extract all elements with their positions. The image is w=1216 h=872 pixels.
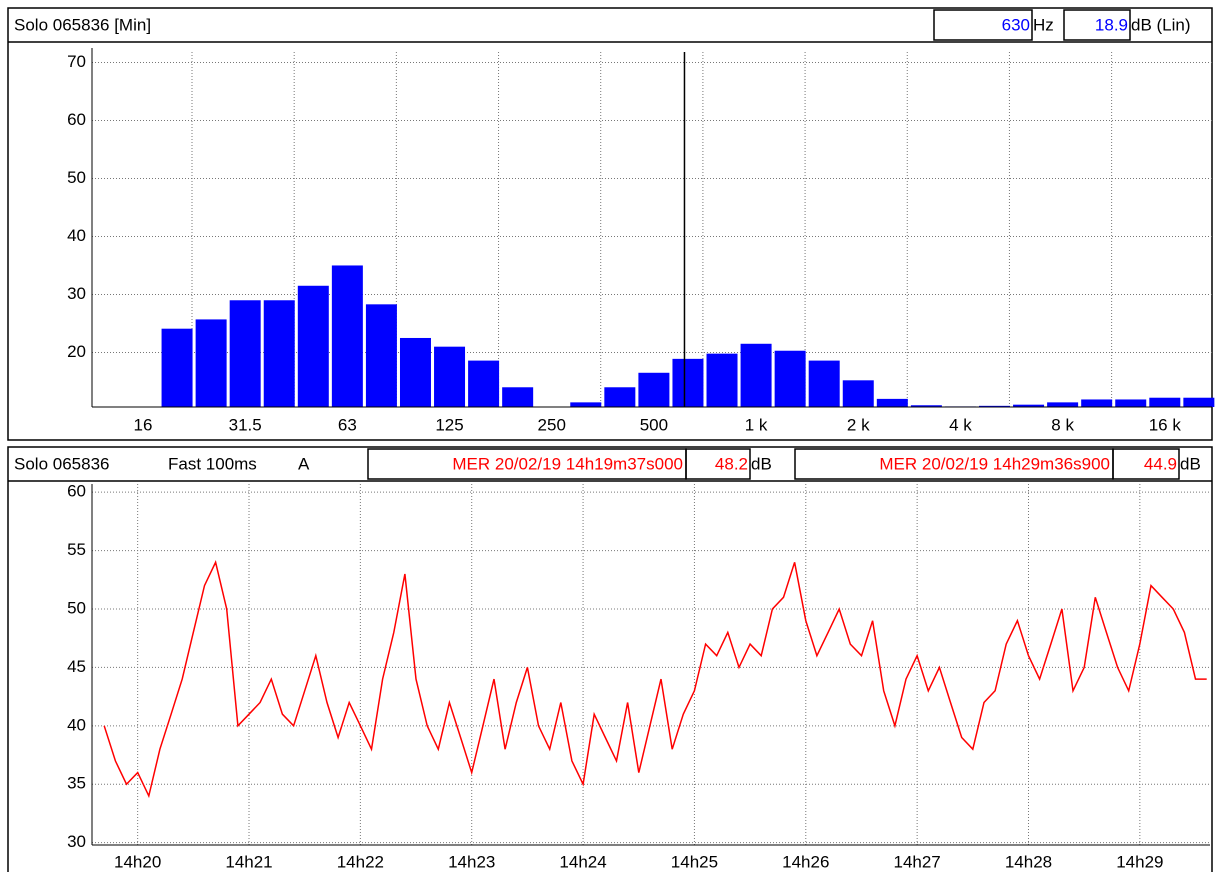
y-tick-label: 45: [67, 657, 86, 676]
y-tick-label: 70: [67, 52, 86, 71]
end-time: MER 20/02/19 14h29m36s900: [879, 454, 1110, 473]
y-tick-label: 40: [67, 715, 86, 734]
x-tick-label: 14h28: [1005, 852, 1052, 871]
x-tick-label: 16 k: [1149, 415, 1182, 434]
bar: [1183, 397, 1215, 407]
level-line: [103, 560, 1207, 799]
unit: dB (Lin): [1131, 15, 1191, 34]
panel-title: Solo 065836: [14, 454, 109, 473]
bar: [1115, 399, 1147, 407]
bar: [706, 353, 738, 407]
time-panel: [7, 446, 1213, 872]
bar: [331, 265, 363, 407]
bar: [195, 319, 227, 407]
x-tick-label: 1 k: [745, 415, 768, 434]
bar: [876, 398, 908, 407]
x-tick-label: 4 k: [949, 415, 972, 434]
bar: [297, 285, 329, 407]
x-tick-label: 14h26: [782, 852, 829, 871]
bar: [502, 387, 534, 407]
x-tick-label: 14h29: [1116, 852, 1163, 871]
detector: Fast 100ms: [168, 454, 257, 473]
bar: [1047, 402, 1079, 407]
x-tick-label: 16: [134, 415, 153, 434]
value-box: [685, 448, 751, 480]
x-tick-label: 250: [538, 415, 566, 434]
y-tick-label: 40: [67, 226, 86, 245]
unit: Hz: [1033, 15, 1054, 34]
weighting: A: [298, 454, 310, 473]
bar: [1013, 404, 1045, 407]
bar: [229, 300, 261, 407]
bar: [399, 337, 431, 407]
y-tick-label: 50: [67, 598, 86, 617]
bar: [1149, 397, 1181, 407]
bar: [161, 328, 193, 407]
y-tick-label: 30: [67, 832, 86, 851]
value-box: [1063, 9, 1131, 41]
start-time: MER 20/02/19 14h19m37s000: [452, 454, 683, 473]
y-tick-label: 60: [67, 110, 86, 129]
bar: [979, 405, 1010, 407]
bar: [570, 402, 602, 407]
start-level: 48.2: [715, 454, 748, 473]
bar: [638, 372, 670, 407]
y-tick-label: 55: [67, 540, 86, 559]
cursor-frequency: 630: [1002, 15, 1030, 34]
y-tick-label: 60: [67, 482, 86, 501]
bar: [263, 300, 295, 407]
bar: [774, 350, 806, 407]
bar: [672, 358, 704, 407]
x-tick-label: 125: [435, 415, 463, 434]
x-tick-label: 63: [338, 415, 357, 434]
y-tick-label: 30: [67, 284, 86, 303]
bar: [1081, 399, 1113, 407]
bar: [808, 360, 840, 407]
unit: dB: [1180, 454, 1201, 473]
cursor-level: 18.9: [1095, 15, 1128, 34]
x-tick-label: 8 k: [1051, 415, 1074, 434]
bar: [365, 304, 397, 407]
x-tick-label: 14h25: [671, 852, 718, 871]
bar: [842, 380, 874, 407]
bar: [604, 387, 636, 407]
value-box: [1112, 448, 1180, 480]
x-tick-label: 14h20: [114, 852, 161, 871]
bar: [434, 346, 466, 407]
spectrum-panel: [7, 7, 1213, 441]
bar: [910, 405, 942, 407]
x-tick-label: 14h22: [337, 852, 384, 871]
x-tick-label: 14h21: [225, 852, 272, 871]
value-box: [933, 9, 1033, 41]
y-tick-label: 20: [67, 342, 86, 361]
x-tick-label: 14h23: [448, 852, 495, 871]
end-level: 44.9: [1144, 454, 1177, 473]
bar: [468, 360, 500, 407]
x-tick-label: 2 k: [847, 415, 870, 434]
y-tick-label: 35: [67, 774, 86, 793]
x-tick-label: 14h27: [893, 852, 940, 871]
x-tick-label: 500: [640, 415, 668, 434]
x-tick-label: 31.5: [229, 415, 262, 434]
unit: dB: [751, 454, 772, 473]
panel-title: Solo 065836 [Min]: [14, 15, 151, 34]
x-tick-label: 14h24: [559, 852, 606, 871]
y-tick-label: 50: [67, 168, 86, 187]
bar: [740, 343, 772, 407]
